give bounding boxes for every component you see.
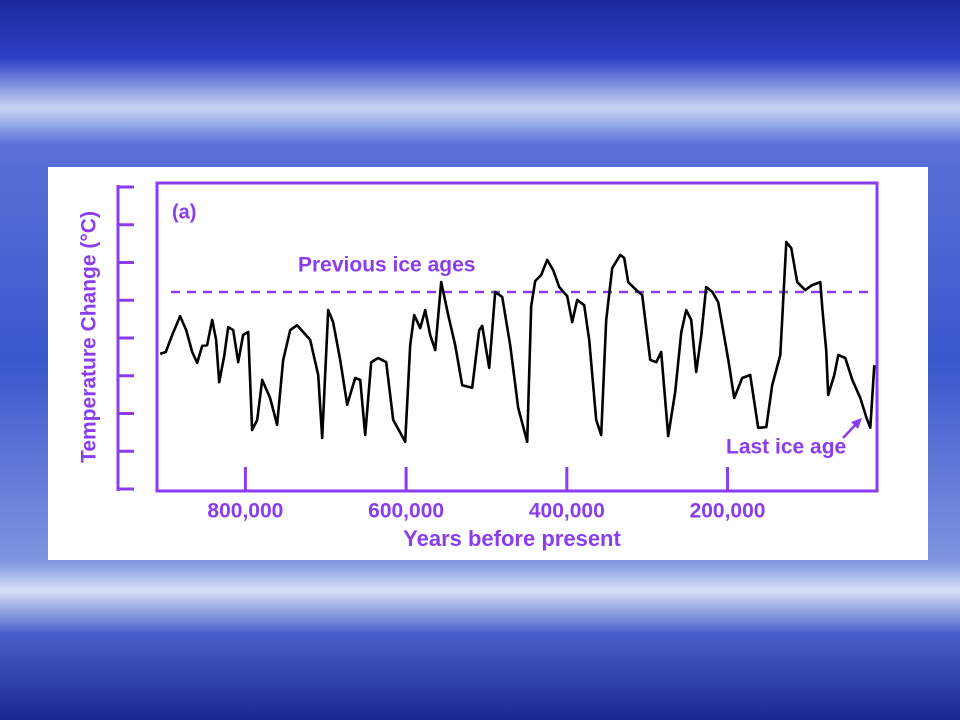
x-tick-label: 600,000 xyxy=(368,500,444,523)
annotation: Previous ice ages xyxy=(298,254,475,277)
x-axis-title: Years before present xyxy=(403,526,621,551)
arrow-head xyxy=(851,418,862,429)
x-tick-label: 400,000 xyxy=(529,500,605,523)
data-line xyxy=(159,240,876,444)
y-axis-title: Temperature Change (°C) xyxy=(78,211,101,463)
x-tick-label: 800,000 xyxy=(207,500,283,523)
plot-frame xyxy=(155,181,879,493)
annotation: Last ice age xyxy=(726,436,846,459)
panel-label: (a) xyxy=(172,201,196,223)
x-tick-label: 200,000 xyxy=(690,500,766,523)
annotation-arrow xyxy=(842,418,862,439)
